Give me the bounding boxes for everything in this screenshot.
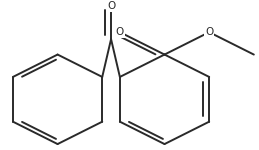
Text: O: O bbox=[205, 27, 213, 37]
Text: O: O bbox=[107, 1, 115, 11]
Text: O: O bbox=[116, 27, 124, 37]
